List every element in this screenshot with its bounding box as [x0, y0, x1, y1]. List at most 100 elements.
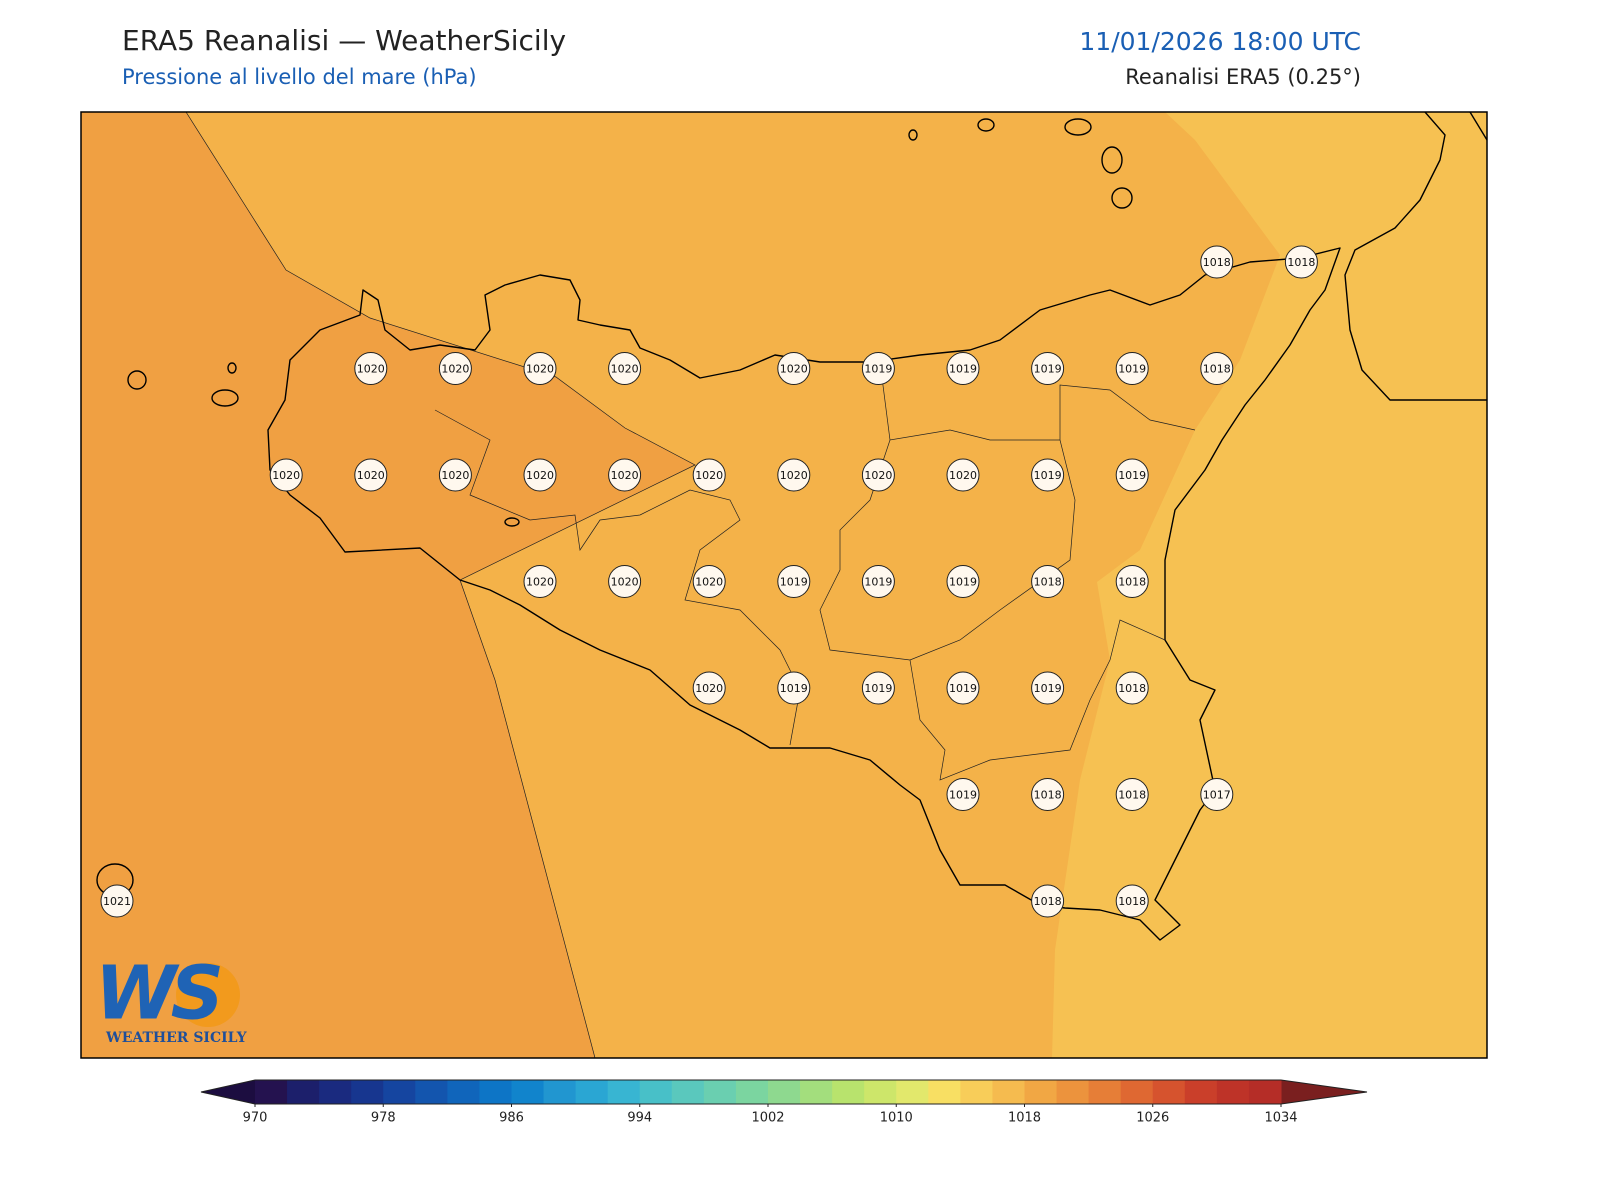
- island: [227, 362, 237, 374]
- colorbar-bin: [1152, 1080, 1186, 1104]
- pressure-label: 1018: [1118, 789, 1146, 802]
- pressure-label: 1019: [1118, 469, 1146, 482]
- colorbar-tick-label: 978: [371, 1111, 396, 1126]
- colorbar-bin: [735, 1080, 769, 1104]
- pressure-label: 1018: [1118, 895, 1146, 908]
- pressure-label: 1019: [864, 576, 892, 589]
- colorbar-bin: [287, 1080, 320, 1104]
- map-frame: [80, 111, 1488, 1059]
- colorbar: 970 978 986 994 1002 1010 1018 1026 1034: [200, 1079, 1368, 1126]
- province-borders: [909, 619, 1166, 781]
- colorbar-bin: [351, 1080, 384, 1104]
- colorbar-bin: [479, 1080, 512, 1104]
- label-marker: [861, 458, 895, 492]
- label-marker: [608, 458, 642, 492]
- pressure-label: 1020: [526, 469, 554, 482]
- colorbar-bin: [511, 1080, 545, 1104]
- sicily-coast: [267, 247, 1341, 941]
- island: [504, 517, 520, 527]
- label-marker: [1284, 245, 1318, 279]
- pressure-label: 1019: [864, 682, 892, 695]
- colorbar-tick-label: 1026: [1136, 1111, 1169, 1126]
- pressure-label: 1018: [1203, 363, 1231, 376]
- contour: [185, 112, 696, 1058]
- label-marker: [438, 352, 472, 385]
- pressure-label: 1020: [526, 363, 554, 376]
- pressure-label: 1018: [1118, 576, 1146, 589]
- pressure-label: 1019: [1034, 682, 1062, 695]
- logo: WS WEATHER SICILY: [95, 951, 248, 1047]
- pressure-label: 1019: [949, 682, 977, 695]
- label-marker: [1200, 245, 1234, 279]
- pressure-label: 1020: [526, 576, 554, 589]
- label-marker: [861, 565, 895, 598]
- colorbar-bin: [703, 1080, 737, 1104]
- pressure-label: 1020: [695, 576, 723, 589]
- pressure-label: 1019: [949, 363, 977, 376]
- map: 1018 1018 1020 1020 1020 1020 1020 1019 1019 1019…: [80, 111, 1488, 1059]
- label-marker: [946, 671, 980, 705]
- label-marker: [523, 565, 557, 598]
- pressure-label: 1020: [611, 469, 639, 482]
- colorbar-bin: [383, 1080, 416, 1104]
- pressure-label: 1019: [949, 576, 977, 589]
- colorbar-bin: [1024, 1080, 1058, 1104]
- label-marker: [1115, 352, 1149, 385]
- colorbar-bin: [1088, 1080, 1122, 1104]
- colorbar-under: [201, 1080, 255, 1104]
- island: [1111, 187, 1133, 209]
- colorbar-tick-label: 1010: [880, 1111, 913, 1126]
- pressure-label: 1019: [864, 363, 892, 376]
- label-marker: [1031, 884, 1065, 918]
- pressure-label: 1018: [1287, 256, 1315, 269]
- colorbar-bin: [1120, 1080, 1154, 1104]
- label-marker: [1031, 778, 1065, 811]
- colorbar-bin: [639, 1080, 673, 1104]
- colorbar-bin: [992, 1080, 1025, 1104]
- colorbar-tick-label: 1018: [1008, 1111, 1041, 1126]
- colorbar-tick-label: 994: [627, 1111, 652, 1126]
- colorbar-tick-label: 1002: [751, 1111, 784, 1126]
- pressure-label: 1021: [103, 895, 131, 908]
- colorbar-bin: [1248, 1080, 1282, 1104]
- colorbar-bin: [928, 1080, 961, 1104]
- pressure-label: 1018: [1034, 789, 1062, 802]
- label-marker: [1115, 565, 1149, 598]
- pressure-label: 1020: [441, 469, 469, 482]
- label-marker: [354, 458, 388, 492]
- field-low: [1052, 112, 1487, 1058]
- island: [1101, 146, 1123, 174]
- colorbar-bin: [1056, 1080, 1090, 1104]
- label-marker: [523, 352, 557, 385]
- title: ERA5 Reanalisi — WeatherSicily: [122, 24, 566, 57]
- label-marker: [523, 458, 557, 492]
- calabria-coast: [1469, 112, 1487, 141]
- label-marker: [861, 352, 895, 385]
- label-marker: [1200, 352, 1234, 385]
- island: [977, 118, 995, 132]
- island: [908, 129, 918, 141]
- pressure-label: 1020: [695, 682, 723, 695]
- pressure-label: 1018: [1203, 256, 1231, 269]
- label-marker: [1031, 458, 1065, 492]
- pressure-label: 1018: [1034, 895, 1062, 908]
- label-marker: [777, 671, 811, 705]
- colorbar-bin: [415, 1080, 448, 1104]
- pressure-labels: 1018 1018 1020 1020 1020 1020 1020 1019 1019 1019…: [100, 245, 1318, 918]
- island: [127, 370, 147, 390]
- pressure-label: 1020: [949, 469, 977, 482]
- pressure-label: 1018: [1118, 682, 1146, 695]
- pressure-label: 1020: [357, 469, 385, 482]
- colorbar-bin: [960, 1080, 993, 1104]
- colorbar-over: [1281, 1080, 1367, 1104]
- label-marker: [1200, 778, 1234, 811]
- pressure-label: 1019: [1118, 363, 1146, 376]
- pressure-label: 1020: [780, 469, 808, 482]
- colorbar-bin: [671, 1080, 705, 1104]
- colorbar-bin: [768, 1080, 801, 1104]
- label-marker: [608, 565, 642, 598]
- colorbar-bin: [896, 1080, 929, 1104]
- label-marker: [861, 671, 895, 705]
- pressure-label: 1019: [780, 576, 808, 589]
